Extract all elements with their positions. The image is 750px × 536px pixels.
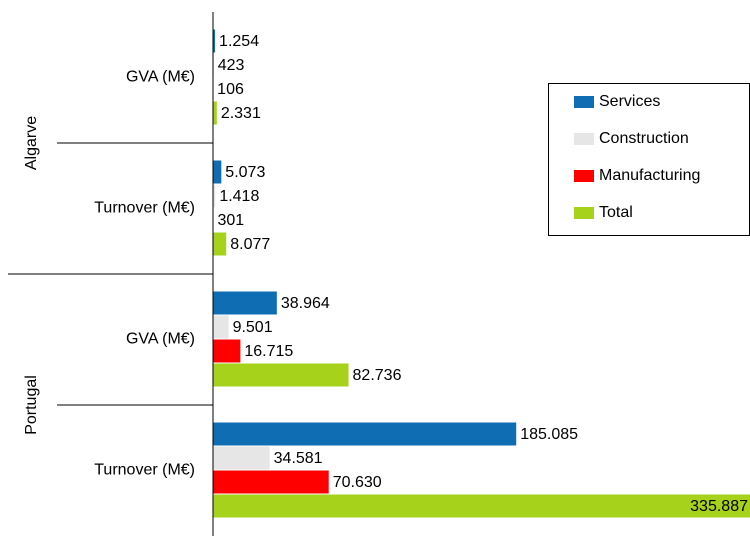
bar — [213, 494, 750, 518]
bar — [213, 470, 329, 494]
value-label: 1.254 — [219, 33, 259, 50]
legend-swatch — [574, 170, 594, 182]
bar — [213, 339, 241, 363]
legend-swatch — [574, 96, 594, 108]
value-label: 38.964 — [281, 295, 330, 312]
group-label: Algarve — [23, 116, 40, 170]
value-label: 335.887 — [690, 498, 748, 515]
legend-swatch — [574, 207, 594, 219]
value-label: 301 — [217, 212, 244, 229]
legend-label: Manufacturing — [599, 167, 700, 184]
value-label: 423 — [218, 57, 245, 74]
value-label: 34.581 — [274, 450, 323, 467]
value-label: 70.630 — [333, 474, 382, 491]
legend-label: Construction — [599, 130, 689, 147]
group-label: Portugal — [23, 375, 40, 435]
legend-label: Services — [599, 93, 660, 110]
category-label: Turnover (M€) — [94, 200, 195, 217]
value-label: 82.736 — [353, 367, 402, 384]
bar — [213, 291, 277, 315]
category-label: Turnover (M€) — [94, 462, 195, 479]
value-label: 1.418 — [219, 188, 259, 205]
bar — [213, 101, 217, 125]
bar — [213, 363, 349, 387]
value-label: 5.073 — [225, 164, 265, 181]
category-label: GVA (M€) — [126, 69, 195, 86]
value-label: 106 — [217, 81, 244, 98]
bar — [213, 315, 229, 339]
bar — [213, 160, 222, 184]
legend-swatch — [574, 133, 594, 145]
bar — [213, 446, 270, 470]
category-label: GVA (M€) — [126, 331, 195, 348]
value-label: 8.077 — [230, 236, 270, 253]
bar — [213, 184, 216, 208]
bar — [213, 232, 227, 256]
value-label: 9.501 — [233, 319, 273, 336]
bar — [213, 422, 517, 446]
bar — [213, 29, 216, 53]
value-label: 16.715 — [244, 343, 293, 360]
value-label: 2.331 — [221, 105, 261, 122]
value-label: 185.085 — [520, 426, 578, 443]
legend-label: Total — [599, 204, 633, 221]
